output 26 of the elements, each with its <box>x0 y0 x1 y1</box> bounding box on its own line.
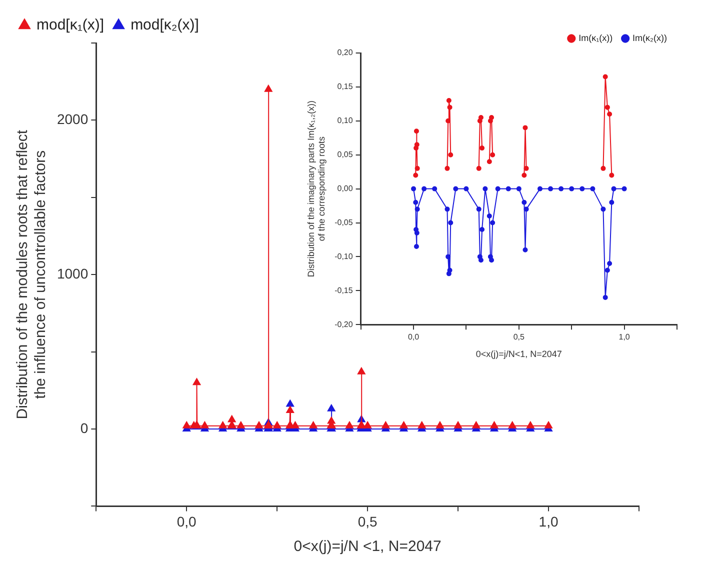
y-tick-label: -0,10 <box>334 252 354 261</box>
x-axis-title: 0<x(j)=j/N <1, N=2047 <box>294 538 442 556</box>
y-tick-label: 0,10 <box>337 116 354 126</box>
y-tick-label: 2000 <box>56 111 88 128</box>
x-tick-label: 0,0 <box>408 332 420 342</box>
y-tick-label: -0,20 <box>334 320 354 329</box>
x-tick-label: 0,0 <box>176 513 197 530</box>
x-tick-label: 0,5 <box>513 332 526 342</box>
x-axis-title: 0<x(j)=j/N<1, N=2047 <box>476 349 562 360</box>
x-tick-label: 0,5 <box>358 513 378 530</box>
x-tick-label: 1,0 <box>618 332 630 342</box>
legend-label: Im(κ₁(x)) <box>578 32 613 43</box>
legend-label: mod[κ₂(x)] <box>130 16 199 34</box>
x-tick-label: 1,0 <box>538 513 558 530</box>
y-tick-label: 0,00 <box>337 184 354 194</box>
y-axis-title: Distribution of the modules roots that reflect the influence of uncontrollable factors <box>14 129 50 420</box>
y-axis-title: Distribution of the imaginary parts Im(κ₁,₂(x)) of the corresponding roots <box>306 100 327 278</box>
y-tick-label: 0,20 <box>337 48 354 58</box>
legend-label: mod[κ₁(x)] <box>36 16 104 34</box>
y-tick-label: 1000 <box>56 265 88 282</box>
legend-label: Im(κ₂(x)) <box>632 32 668 43</box>
y-tick-label: -0,15 <box>334 286 354 295</box>
y-tick-label: 0,15 <box>337 82 354 92</box>
y-tick-label: -0,05 <box>334 218 354 227</box>
y-tick-label: 0,05 <box>337 150 354 160</box>
y-tick-label: 0 <box>80 420 88 436</box>
